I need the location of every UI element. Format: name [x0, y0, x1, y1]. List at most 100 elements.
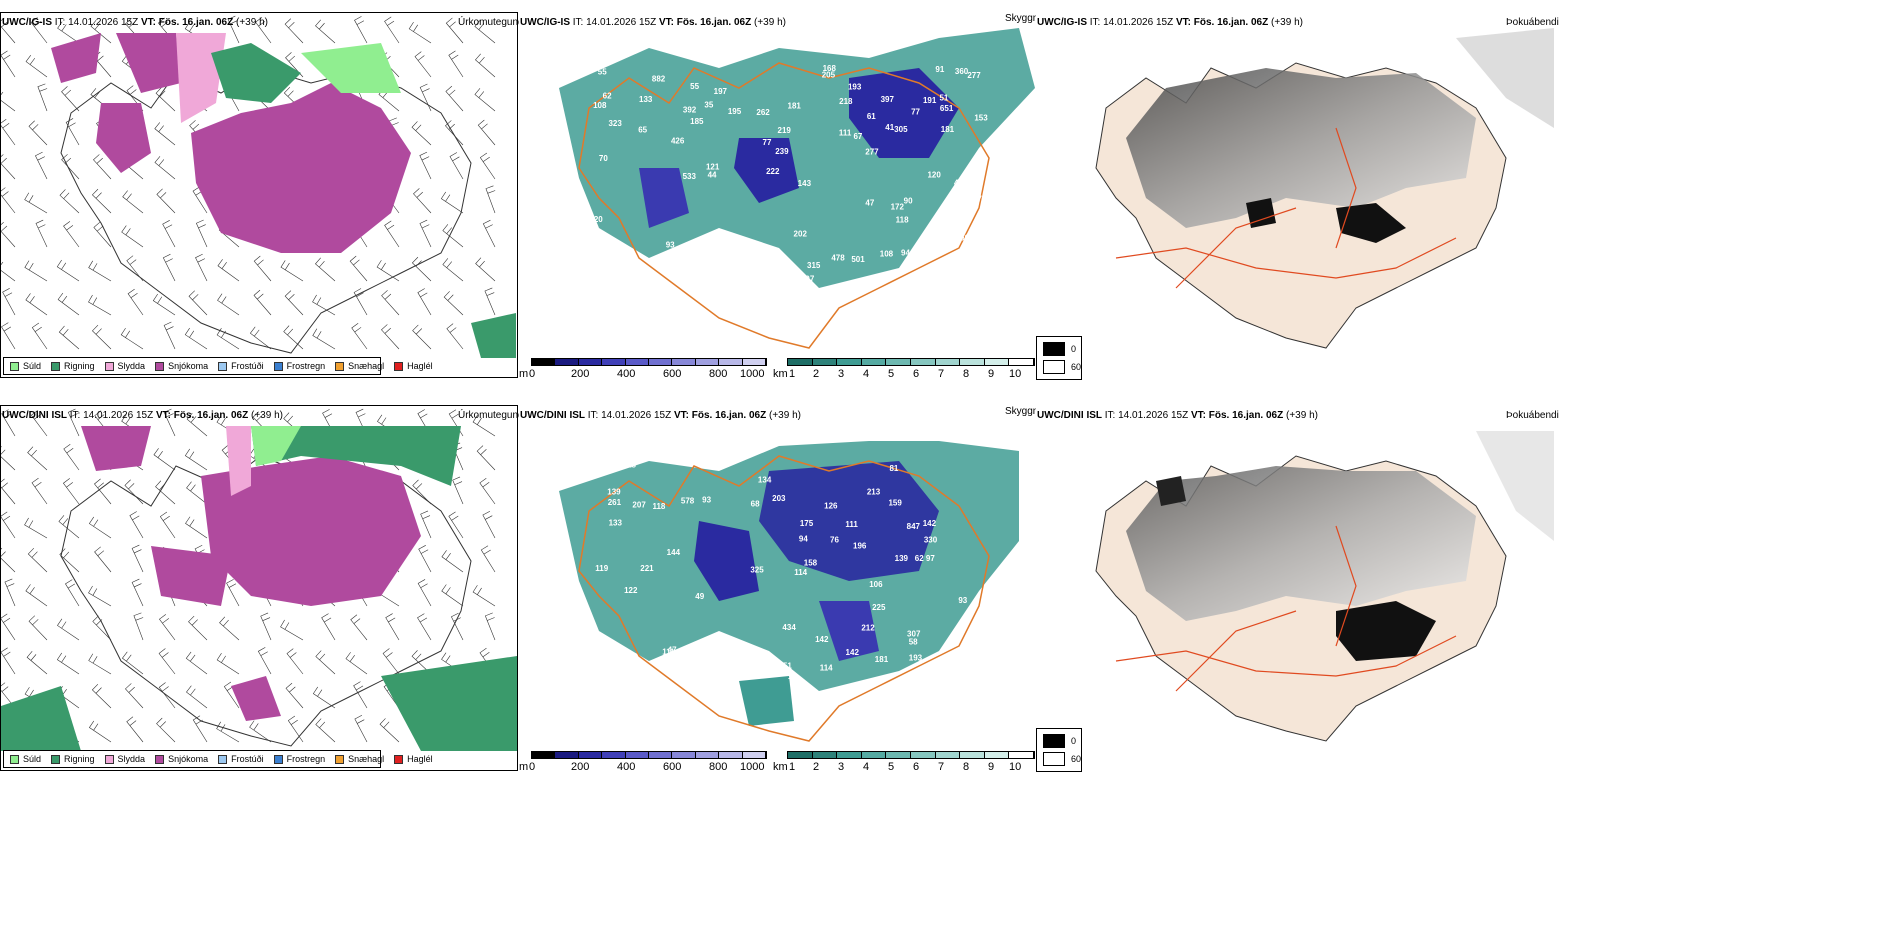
wind-barb	[350, 614, 368, 641]
wind-barb	[1, 446, 16, 471]
fog-map-top	[1095, 28, 1554, 349]
wind-barb	[484, 287, 496, 316]
cloud-base-label: 62	[915, 554, 924, 563]
wind-barb	[420, 510, 432, 539]
wind-barb	[419, 83, 432, 112]
wind-barb	[185, 651, 208, 675]
cloud-base-label: 111	[845, 520, 858, 529]
blue-cloud-area	[759, 461, 939, 581]
wind-barb	[280, 619, 304, 641]
wind-barb	[284, 290, 304, 316]
road-network	[1115, 127, 1457, 289]
legend-swatch-black	[1043, 734, 1065, 748]
cloud-base-label: 213	[867, 488, 881, 497]
cloud-base-label: 175	[800, 519, 814, 528]
wind-barb	[159, 614, 176, 641]
cloud-base-label: 262	[756, 108, 770, 117]
wind-barb	[219, 616, 240, 641]
colorbar-tick: 200	[571, 761, 590, 771]
cloud-base-label: 93	[666, 241, 675, 250]
cloud-base-label: 66	[697, 458, 706, 467]
cloud-base-label: 73	[977, 194, 986, 203]
cloud-base-label: 76	[830, 536, 839, 545]
cloud-base-label: 239	[775, 147, 789, 156]
wind-barb	[284, 18, 304, 44]
wind-barb	[120, 327, 144, 350]
cloud-base-label: 61	[867, 112, 876, 121]
road-network	[1115, 525, 1457, 692]
wind-barb	[159, 511, 176, 539]
wind-barb	[153, 448, 176, 471]
wind-barb	[94, 478, 112, 505]
panel-title: Þokuábendi	[1506, 410, 1559, 421]
wind-barb	[186, 685, 208, 709]
wind-barb	[474, 88, 496, 112]
wind-barb	[56, 652, 80, 675]
colorbar-unit: km	[773, 761, 788, 771]
wind-barb	[379, 718, 400, 743]
wind-barb	[255, 17, 272, 44]
cloud-base-label: 119	[595, 564, 608, 573]
cloud-base-label: 125	[973, 666, 987, 675]
wind-barb	[312, 686, 336, 709]
cloud-base-label: 193	[848, 83, 862, 92]
cloud-base-label: 181	[788, 101, 802, 110]
wind-barb	[446, 323, 464, 350]
cloud-base-label: 70	[599, 154, 608, 163]
cloud-base-label: 323	[608, 119, 622, 128]
fog-legend-high: 0	[1071, 736, 1077, 746]
wind-barb	[253, 289, 272, 316]
wind-barb	[91, 188, 112, 214]
cloud-base-label: 651	[940, 104, 954, 113]
legend-item: Súld	[10, 361, 41, 371]
wind-barb	[443, 291, 464, 316]
colorbar-tick: 0	[529, 761, 536, 771]
cloud-base-label: 139	[607, 487, 621, 496]
legend-item: Slydda	[104, 754, 145, 764]
cloud-base-label: 68	[751, 499, 760, 508]
wind-barb	[1, 119, 16, 146]
cloud-base-label: 212	[861, 623, 875, 632]
wind-barb	[315, 257, 336, 282]
wind-barb	[475, 257, 496, 282]
wind-barb	[441, 550, 464, 573]
blue-cloud-area	[819, 601, 879, 661]
cloud-base-label: 72	[988, 199, 997, 208]
fog-legend-low: 60	[1071, 754, 1082, 764]
cloud-base-label: 578	[681, 496, 695, 505]
wind-barb	[287, 715, 304, 743]
wind-barb	[188, 290, 208, 316]
cloud-base-label: 195	[728, 107, 742, 116]
colorbar-tick: 8	[963, 761, 970, 771]
wind-barb	[384, 220, 400, 248]
snow-area	[151, 546, 231, 606]
cloud-base-label: 307	[907, 630, 921, 639]
cloud-base-label: 305	[894, 125, 908, 134]
wind-barb	[216, 328, 240, 350]
colorbar-tick: 5	[888, 368, 895, 378]
cloud-base-label: 171	[976, 614, 990, 623]
wind-barb	[482, 219, 496, 248]
cloud-base-label: 392	[683, 106, 697, 115]
wind-barb	[121, 225, 144, 248]
cloud-base-label: 311	[690, 266, 703, 275]
wind-barb	[90, 20, 112, 44]
cloud-base-label: 108	[593, 101, 607, 110]
fog-dense	[1246, 198, 1276, 228]
wind-barb	[37, 83, 48, 112]
cloud-base-label: 114	[820, 663, 833, 672]
colorbar-unit: m	[519, 368, 529, 378]
wind-barb	[186, 412, 208, 437]
wind-barb	[59, 189, 80, 214]
wind-barb	[1, 511, 16, 539]
snow-area	[191, 83, 411, 253]
wind-barb	[419, 151, 432, 180]
cloud-base-label: 93	[702, 495, 711, 504]
wind-barb	[58, 515, 80, 539]
cloud-base-label: 533	[683, 172, 697, 181]
colorbar-tick: 1000	[740, 368, 765, 378]
cloud-base-label: 185	[690, 117, 704, 126]
wind-barb	[382, 648, 400, 675]
rain-area	[251, 426, 461, 486]
wind-barb	[25, 293, 48, 316]
